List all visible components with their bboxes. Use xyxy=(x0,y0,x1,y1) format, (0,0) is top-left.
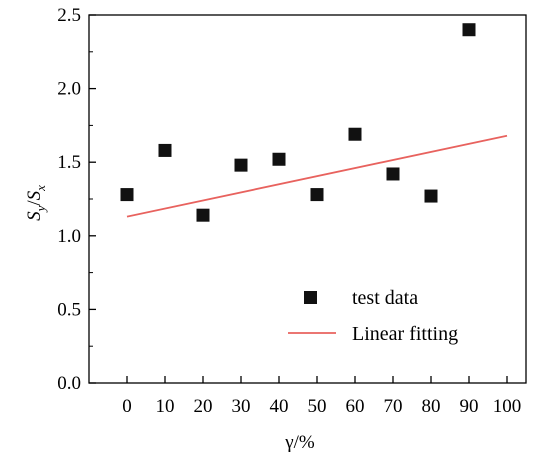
axes: 0.0 0.5 1.0 1.5 2.0 2.5 0 10 20 30 40 50 60 70 80 90 100 xyxy=(57,5,527,417)
plot-area xyxy=(120,23,508,222)
data-point xyxy=(424,189,438,203)
y-tick-label: 0.0 xyxy=(57,373,81,394)
y-axis-title: Sy/Sx xyxy=(24,185,48,221)
y-axis-title-main: S xyxy=(24,211,45,221)
data-point xyxy=(348,127,362,141)
x-tick-label: 40 xyxy=(270,396,289,417)
data-point xyxy=(234,158,248,172)
x-tick-label: 50 xyxy=(308,396,327,417)
y-axis-title-main-2: S xyxy=(24,190,45,200)
legend-marker-swatch xyxy=(304,291,317,304)
y-tick-label: 2.5 xyxy=(57,5,81,26)
y-tick-label: 1.5 xyxy=(57,152,81,173)
data-point xyxy=(120,188,134,202)
data-point xyxy=(158,143,172,157)
data-point xyxy=(386,167,400,181)
x-axis-title: γ/% xyxy=(284,432,315,453)
y-tick-label: 1.0 xyxy=(57,226,81,247)
x-tick-label: 20 xyxy=(194,396,213,417)
x-tick-label: 60 xyxy=(346,396,365,417)
data-point xyxy=(310,188,324,202)
data-point xyxy=(462,23,476,37)
x-tick-label: 10 xyxy=(156,396,175,417)
x-tick-label: 80 xyxy=(422,396,441,417)
y-tick-label: 0.5 xyxy=(57,299,81,320)
data-point xyxy=(272,152,286,166)
y-axis-title-sep: / xyxy=(24,200,45,206)
legend: test data Linear fitting xyxy=(288,287,458,345)
legend-label: Linear fitting xyxy=(352,323,458,345)
x-tick-label: 100 xyxy=(493,396,522,417)
linear-fit-line xyxy=(126,134,508,218)
x-tick-label: 70 xyxy=(384,396,403,417)
x-tick-label: 90 xyxy=(460,396,479,417)
legend-label: test data xyxy=(352,287,418,309)
y-tick-label: 2.0 xyxy=(57,79,81,100)
y-axis-title-sub1: y xyxy=(33,205,48,213)
x-tick-label: 30 xyxy=(232,396,251,417)
data-point xyxy=(196,208,210,222)
x-tick-label: 0 xyxy=(122,396,132,417)
y-axis-title-sub2: x xyxy=(33,185,48,192)
